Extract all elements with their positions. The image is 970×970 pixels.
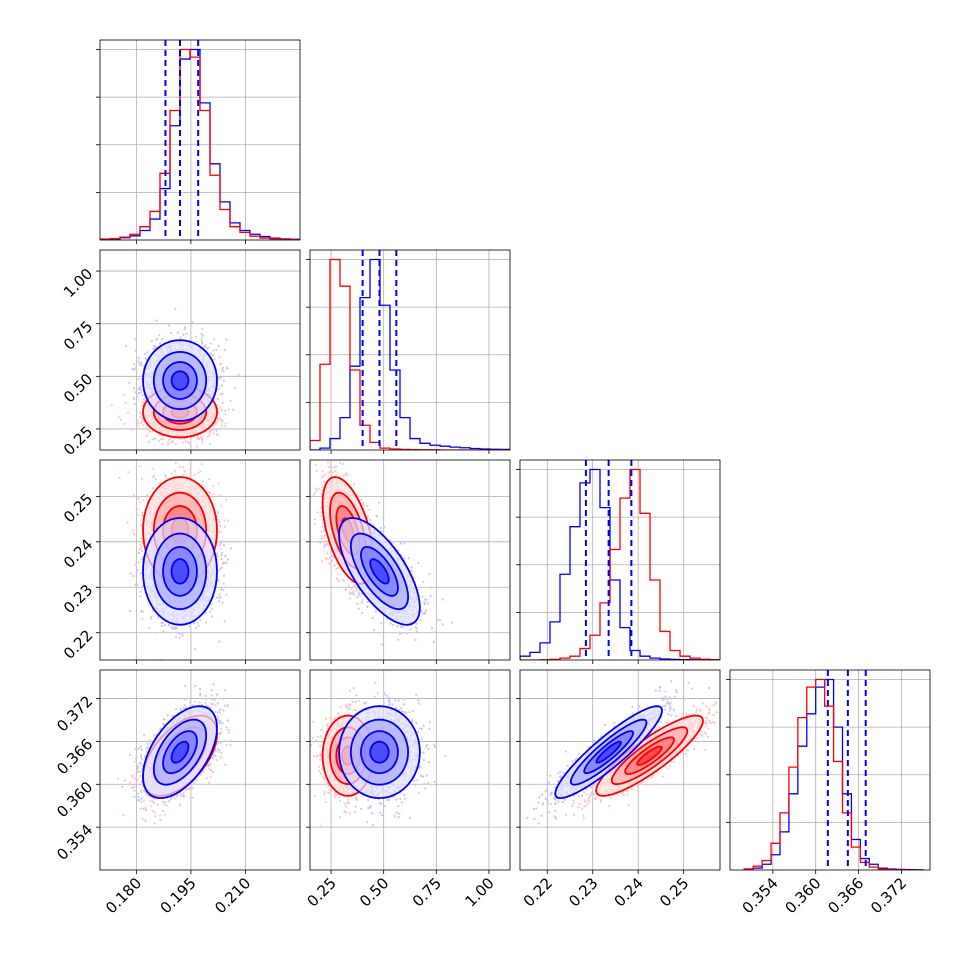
contour-blue	[369, 740, 390, 764]
y-tick-label: 0.25	[60, 490, 96, 526]
panel-content	[310, 250, 510, 450]
panel-2-2	[516, 459, 721, 664]
panel-content	[730, 670, 930, 870]
panel-frame	[729, 669, 931, 871]
density-fill-blue	[171, 741, 189, 763]
contour-blue	[162, 361, 198, 401]
panel-content	[310, 670, 510, 870]
y-tick-label: 0.354	[53, 821, 96, 864]
panel-1-1	[306, 249, 511, 454]
panel-frame	[99, 669, 301, 871]
panel-frame	[309, 669, 511, 871]
contour-blue	[162, 730, 198, 775]
x-tick-label: 0.372	[867, 874, 910, 917]
y-tick-label: 0.372	[53, 692, 96, 735]
panel-frame	[309, 249, 511, 451]
contour-blue	[359, 545, 399, 597]
density-fill-blue	[370, 559, 389, 584]
contour-blue	[170, 370, 190, 391]
panel-frame	[519, 669, 721, 871]
density-fill-blue	[370, 741, 389, 763]
y-tick-label: 0.75	[60, 317, 96, 353]
density-fill-red	[637, 746, 662, 765]
y-tick-label: 0.360	[53, 778, 96, 821]
panel-content	[100, 40, 300, 240]
contour-blue	[152, 350, 208, 411]
x-tick-label: 0.180	[102, 874, 145, 917]
panel-content	[520, 670, 720, 870]
panel-frame	[519, 459, 721, 661]
contour-blue	[595, 740, 622, 764]
x-tick-label: 0.23	[565, 874, 601, 910]
contour-blue	[142, 516, 218, 626]
panel-3-3: 0.354 0.360 0.366 0.372	[726, 669, 931, 917]
panel-frame	[99, 459, 301, 661]
histogram-red	[743, 678, 923, 870]
contour-blue	[162, 545, 198, 597]
histogram-red	[100, 48, 300, 240]
panel-content	[100, 460, 300, 660]
panel-content	[310, 460, 510, 660]
contour-red	[610, 726, 689, 786]
contour-blue	[170, 558, 190, 585]
x-tick-label: 0.366	[824, 874, 867, 917]
contour-blue	[349, 532, 410, 611]
contour-blue	[349, 718, 410, 786]
y-tick-label: 0.23	[60, 581, 96, 617]
contour-blue	[554, 705, 664, 800]
panel-frame	[309, 459, 511, 661]
panel-content	[100, 670, 300, 870]
contour-blue	[142, 339, 218, 422]
contour-blue	[359, 730, 399, 775]
contour-blue	[152, 532, 208, 611]
x-tick-label: 0.195	[157, 874, 200, 917]
contour-red	[624, 736, 675, 776]
contour-blue	[583, 730, 635, 775]
x-tick-label: 0.25	[304, 874, 340, 910]
histogram-blue	[310, 258, 510, 450]
y-tick-label: 0.25	[60, 423, 96, 459]
panel-3-1: 0.25 0.50 0.75 1.00	[304, 669, 511, 910]
panel-frame	[99, 39, 301, 241]
x-tick-label: 0.25	[656, 874, 692, 910]
contour-red	[595, 714, 704, 797]
panel-1-0: 0.25 0.50 0.75 1.00	[60, 249, 301, 459]
density-fill-blue	[171, 559, 189, 584]
contour-blue	[369, 558, 390, 585]
x-tick-label: 0.210	[211, 874, 254, 917]
x-tick-label: 0.354	[739, 874, 782, 917]
contour-blue	[569, 718, 648, 786]
y-tick-label: 0.24	[60, 535, 96, 571]
y-tick-label: 0.50	[60, 370, 96, 406]
contour-blue	[170, 740, 190, 764]
panel-2-1	[306, 459, 511, 664]
x-tick-label: 0.50	[356, 874, 392, 910]
panel-3-2: 0.22 0.23 0.24 0.25	[516, 669, 721, 910]
contour-blue	[338, 517, 421, 626]
y-tick-label: 1.00	[60, 265, 96, 301]
density-fill-blue	[596, 741, 621, 763]
histogram-red	[310, 258, 510, 450]
x-tick-label: 0.75	[409, 874, 445, 910]
y-tick-label: 0.22	[60, 626, 96, 662]
x-tick-label: 0.360	[781, 874, 824, 917]
contour-blue	[152, 718, 208, 786]
contour-blue	[338, 705, 421, 800]
histogram-blue	[520, 468, 720, 660]
contour-red	[636, 745, 663, 766]
y-tick-label: 0.366	[53, 735, 96, 778]
histogram-red	[520, 468, 720, 660]
x-tick-label: 0.24	[611, 874, 647, 910]
x-tick-label: 0.22	[520, 874, 556, 910]
contour-blue	[142, 705, 218, 800]
panel-content	[100, 250, 300, 450]
density-fill-blue	[171, 371, 189, 390]
panel-2-0: 0.22 0.23 0.24 0.25	[60, 459, 301, 664]
x-tick-label: 1.00	[461, 874, 497, 910]
panel-frame	[99, 249, 301, 451]
panel-0-0	[96, 39, 301, 244]
panel-content	[520, 460, 720, 660]
